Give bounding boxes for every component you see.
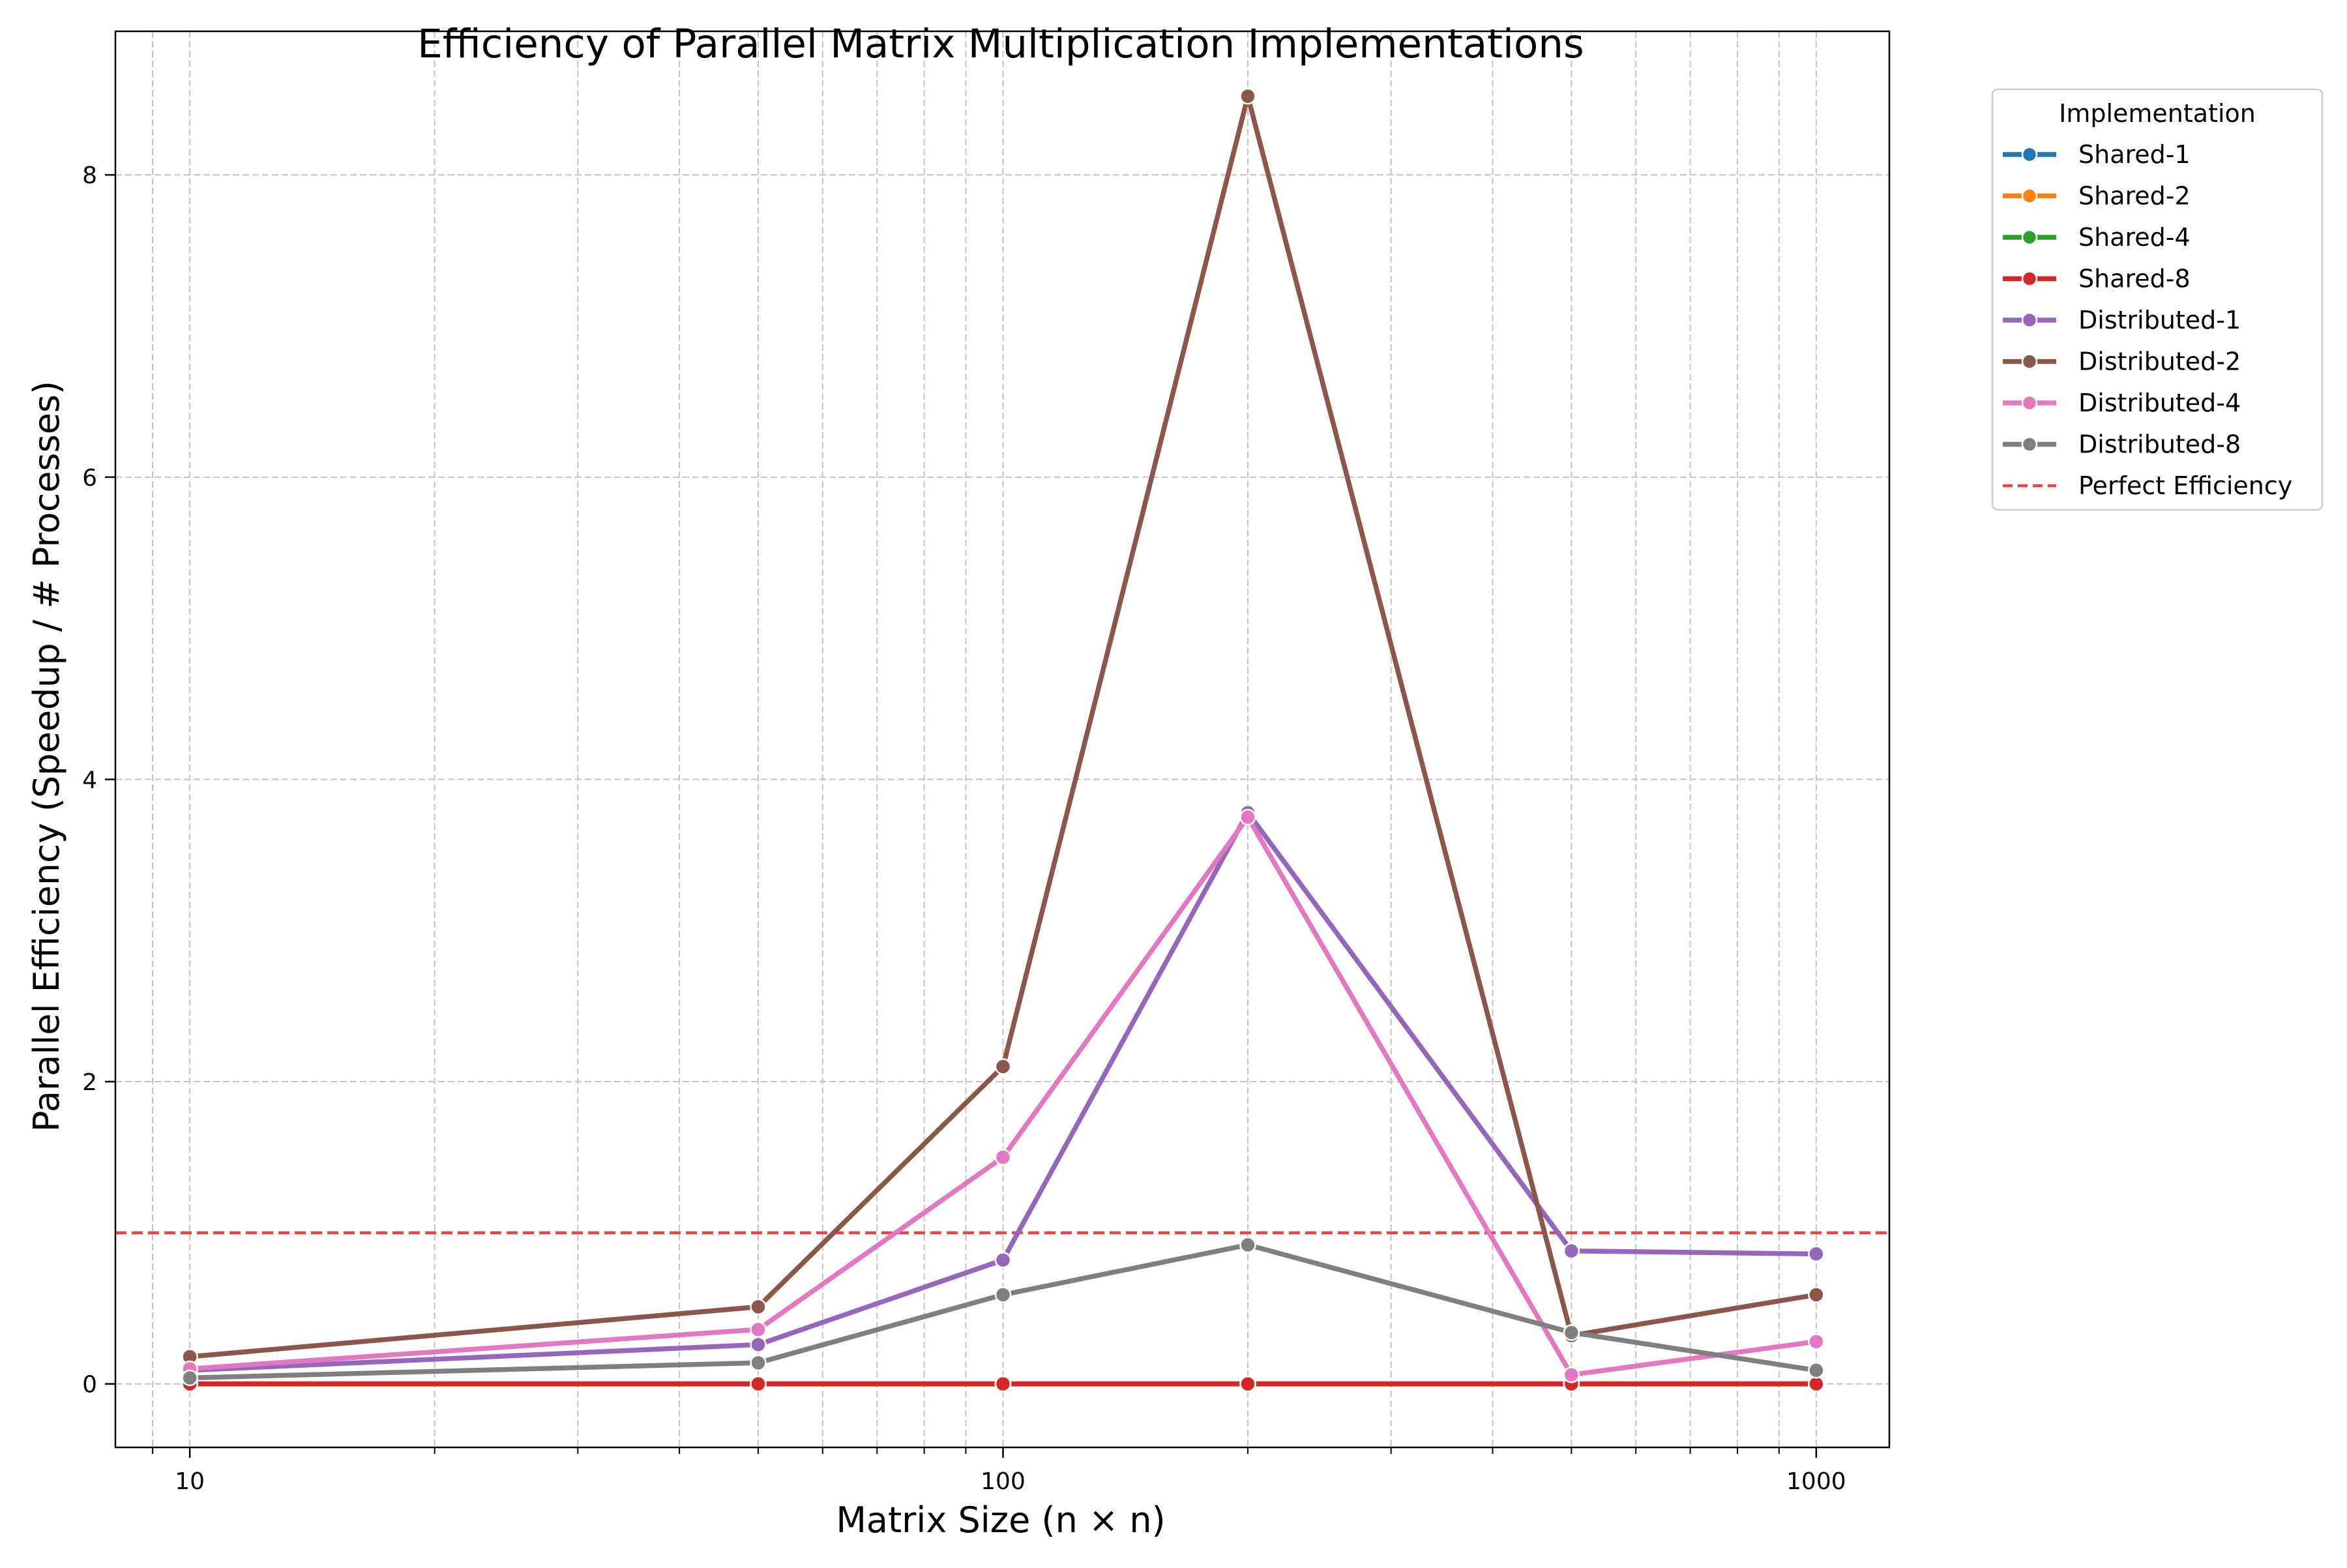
data-point-distributed-2 (1808, 1286, 1825, 1303)
x-tick-label: 10 (175, 1468, 205, 1495)
legend-label-distributed-8: Distributed-8 (2078, 430, 2241, 459)
y-tick-label: 8 (82, 162, 97, 189)
data-point-distributed-4 (1563, 1366, 1580, 1383)
data-point-distributed-1 (1808, 1245, 1825, 1263)
data-point-distributed-1 (750, 1336, 767, 1354)
y-tick-label: 0 (82, 1372, 97, 1398)
legend-title: Implementation (2059, 99, 2256, 128)
data-point-distributed-1 (994, 1251, 1012, 1269)
legend-marker-distributed-2 (2021, 353, 2038, 370)
legend-marker-distributed-8 (2021, 436, 2038, 452)
data-point-distributed-4 (994, 1149, 1012, 1166)
data-point-distributed-4 (750, 1321, 767, 1338)
legend-box (1991, 88, 2324, 511)
x-tick-label: 1000 (1786, 1468, 1846, 1495)
legend-marker-distributed-4 (2021, 394, 2038, 411)
legend: Implementation Shared-1 Shared-2 Shared-4 Sh… (1991, 88, 2324, 511)
legend-marker-shared-1 (2021, 146, 2038, 163)
data-point-shared-8 (1239, 1375, 1256, 1393)
data-point-distributed-8 (1808, 1362, 1825, 1379)
chart-title: Efficiency of Parallel Matrix Multiplica… (417, 21, 1584, 67)
series-line-distributed-1 (187, 810, 1819, 1373)
legend-marker-distributed-1 (2021, 312, 2038, 329)
legend-label-shared-2: Shared-2 (2078, 182, 2191, 211)
data-point-distributed-2 (994, 1058, 1012, 1075)
y-tick-label: 6 (82, 465, 97, 492)
data-point-distributed-8 (994, 1286, 1012, 1303)
data-point-shared-8 (1808, 1375, 1825, 1393)
legend-label-perfect-efficiency: Perfect Efficiency (2078, 471, 2292, 500)
y-tick-label: 4 (82, 767, 97, 793)
legend-label-distributed-1: Distributed-1 (2078, 306, 2241, 334)
legend-marker-shared-2 (2021, 188, 2038, 204)
series-line-distributed-4 (187, 814, 1819, 1378)
y-tick-label: 2 (82, 1069, 97, 1096)
data-point-distributed-8 (1239, 1236, 1256, 1254)
y-axis-label: Parallel Efficiency (Speedup / # Process… (26, 381, 67, 1132)
legend-label-shared-1: Shared-1 (2078, 140, 2191, 169)
data-point-distributed-8 (1563, 1324, 1580, 1341)
legend-marker-shared-8 (2021, 271, 2038, 287)
data-point-distributed-2 (1239, 87, 1256, 105)
legend-label-distributed-4: Distributed-4 (2078, 389, 2241, 417)
data-point-distributed-4 (1239, 808, 1256, 826)
data-point-shared-8 (994, 1375, 1012, 1393)
data-point-shared-8 (750, 1375, 767, 1393)
x-axis-label: Matrix Size (n × n) (836, 1500, 1165, 1541)
x-tick-label: 100 (981, 1468, 1026, 1495)
legend-label-distributed-2: Distributed-2 (2078, 348, 2241, 376)
data-point-distributed-8 (181, 1369, 198, 1387)
legend-label-shared-8: Shared-8 (2078, 265, 2191, 293)
series-line-distributed-8 (187, 1242, 1819, 1381)
data-point-distributed-4 (1808, 1333, 1825, 1350)
legend-marker-shared-4 (2021, 229, 2038, 246)
data-point-distributed-2 (750, 1298, 767, 1316)
data-point-distributed-8 (750, 1354, 767, 1371)
data-point-distributed-1 (1563, 1242, 1580, 1260)
legend-label-shared-4: Shared-4 (2078, 223, 2191, 252)
series-line-distributed-2 (187, 93, 1819, 1359)
